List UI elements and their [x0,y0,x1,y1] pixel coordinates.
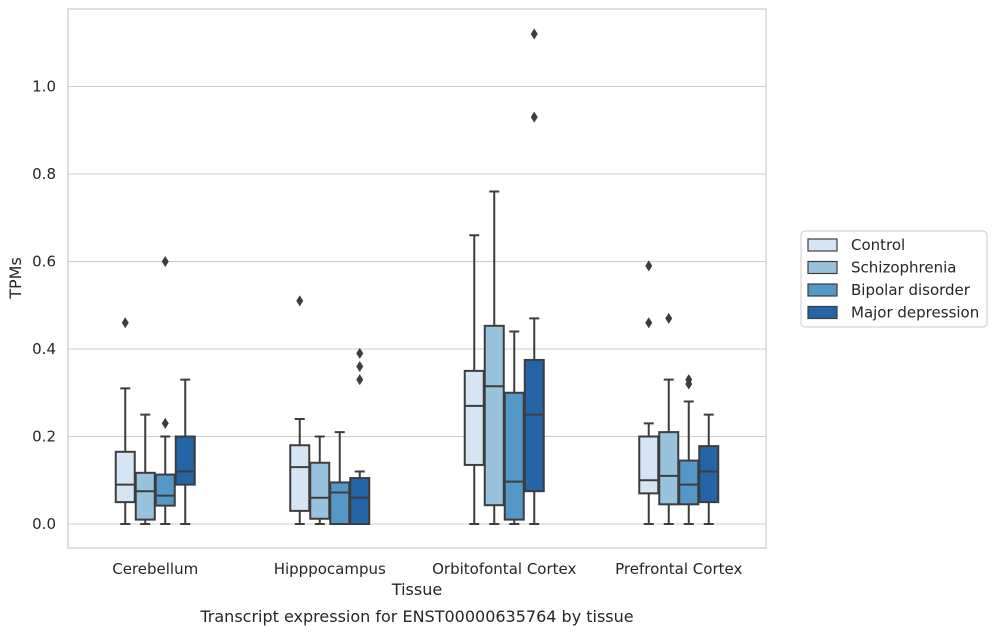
y-tick-label: 0.2 [32,428,56,446]
legend-swatch [807,238,838,252]
box-groups [114,28,720,525]
box-body [463,369,485,466]
y-tick-label: 0.0 [32,515,56,533]
outlier-point [645,317,653,329]
outlier-point [645,260,653,272]
box-body [289,444,311,512]
box-schizophrenia [309,435,331,525]
y-tick-label: 0.4 [32,340,56,358]
outlier-point [356,347,364,359]
x-tick-label: Cerebellum [112,560,198,578]
y-tick-label: 0.8 [32,165,56,183]
box-control [289,295,311,525]
outlier-point [356,361,364,372]
box-body [134,471,156,521]
box-body [638,435,660,495]
legend-label: Major depression [851,304,979,322]
box-body [309,461,331,520]
box-major-depression [174,378,196,525]
box-body [114,450,136,504]
x-tick-label: Prefrontal Cortex [615,560,742,578]
box-body [503,391,525,521]
box-major-depression [523,28,545,525]
box-bipolar-disorder [503,330,525,525]
y-axis-label: TPMs [6,257,25,300]
box-bipolar-disorder [678,374,700,525]
legend-swatch [807,283,838,297]
x-axis-ticks: Cerebellum Hipppocampus Orbitofontal Corte… [112,560,742,578]
outlier-point [296,295,304,307]
x-tick-label: Orbitofontal Cortex [432,560,576,578]
y-tick-label: 0.6 [32,253,56,271]
y-axis-ticks: 0.0 0.2 0.4 0.6 0.8 1.0 [32,78,56,534]
box-body [483,324,505,507]
x-axis-label: Tissue [391,580,442,599]
box-control [638,260,660,525]
outlier-point [665,312,673,324]
chart-caption: Transcript expression for ENST0000063576… [199,607,633,626]
box-body [698,445,720,504]
legend-swatch [807,305,838,320]
box-body [678,459,700,506]
box-body [174,435,196,486]
box-bipolar-disorder [329,431,351,525]
box-body [329,481,351,525]
x-tick-label: Hipppocampus [274,560,386,578]
box-schizophrenia [483,190,505,525]
outlier-point [161,256,169,267]
legend-swatch [807,260,838,275]
legend-label: Schizophrenia [851,259,956,277]
plot-frame [67,8,767,549]
legend-label: Control [851,236,905,254]
box-major-depression [349,347,371,525]
box-schizophrenia [134,413,156,525]
box-body [658,431,680,506]
outlier-point [530,28,538,40]
outlier-point [530,111,538,123]
legend: Control Schizophrenia Bipolar disorder Majo… [800,230,988,328]
box-body [349,477,371,525]
outlier-point [161,417,169,429]
box-control [114,317,136,525]
box-control [463,234,485,525]
legend-frame [800,230,988,328]
legend-label: Bipolar disorder [851,281,971,299]
box-schizophrenia [658,312,680,525]
box-body [154,473,176,507]
box-bipolar-disorder [154,256,176,525]
box-body [523,358,545,493]
outlier-point [685,374,693,386]
outlier-point [121,317,129,329]
y-tick-label: 1.0 [32,78,56,96]
outlier-point [356,374,364,386]
box-major-depression [698,413,720,525]
